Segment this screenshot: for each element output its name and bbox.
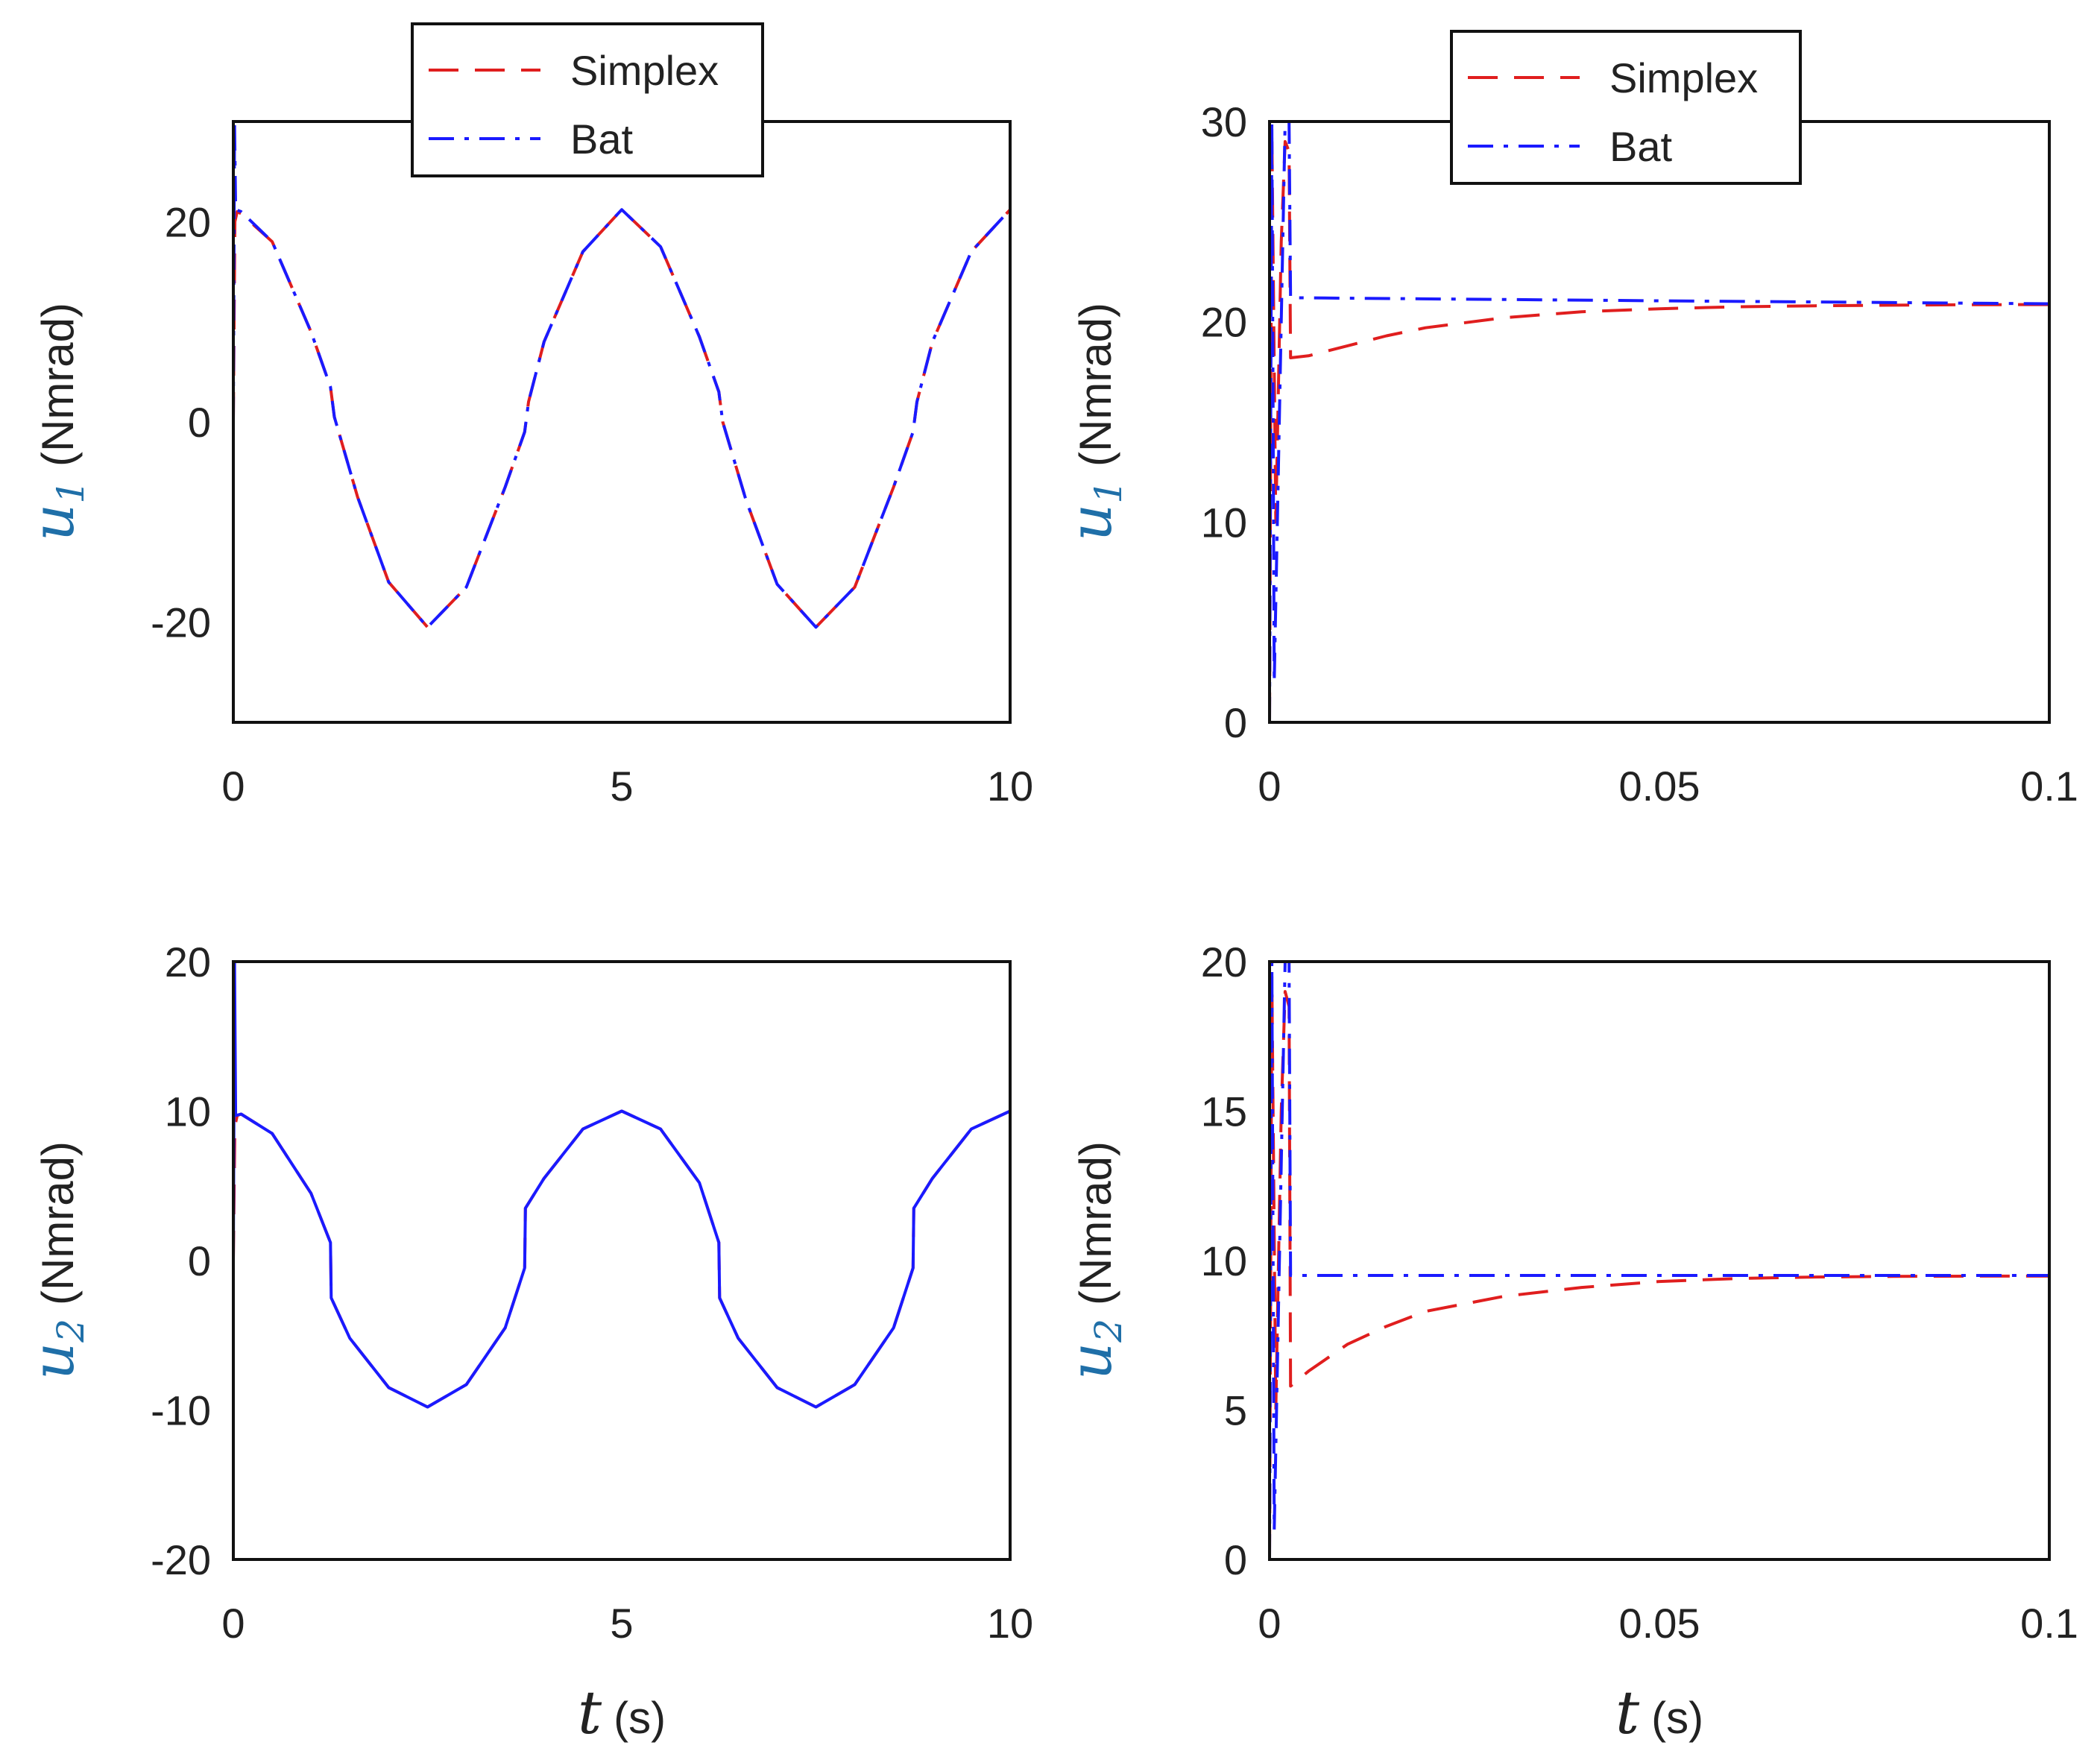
x-axis-label: t (s) xyxy=(1615,1678,1703,1747)
series-line-bat xyxy=(233,962,1010,1409)
y-axis-symbol: u xyxy=(1058,1343,1125,1380)
y-axis-label: u2(Nmrad) xyxy=(20,1141,92,1380)
x-tick-label: 10 xyxy=(987,763,1033,810)
chart-panel-u1-full: 0 5 10 -20 0 20 u1(Nmrad) Simplex Bat xyxy=(20,22,1033,810)
y-axis-label: u1(Nmrad) xyxy=(1058,303,1130,541)
series-line-bat xyxy=(1270,122,2049,722)
y-axis-symbol: u xyxy=(20,1343,87,1380)
plot-frame xyxy=(1268,120,2051,724)
y-axis-subscript: 2 xyxy=(49,1319,92,1343)
chart-panel-u2-zoom: 0 0.05 0.1 0 5 10 15 20 u2(Nmrad) t (s) xyxy=(1058,939,2078,1747)
x-tick-label: 0.1 xyxy=(2020,763,2078,810)
x-axis-symbol: t xyxy=(1615,1678,1640,1747)
legend: Simplex Bat xyxy=(1450,30,1802,185)
y-axis-subscript: 1 xyxy=(1087,480,1130,504)
y-tick-label: 20 xyxy=(1201,299,1247,346)
legend-label-bat: Bat xyxy=(570,116,633,163)
y-axis-subscript: 2 xyxy=(1087,1319,1130,1343)
x-tick-label: 0.05 xyxy=(1619,1600,1700,1647)
y-tick-label: 15 xyxy=(1201,1088,1247,1135)
x-tick-label: 0 xyxy=(1258,763,1281,810)
legend-label-simplex: Simplex xyxy=(1609,54,1758,101)
x-tick-label: 0 xyxy=(1258,1600,1281,1647)
y-tick-label: 20 xyxy=(1201,939,1247,985)
legend-label-simplex: Simplex xyxy=(570,47,719,94)
legend-box xyxy=(411,22,764,177)
y-tick-label: 0 xyxy=(188,399,211,446)
legend: Simplex Bat xyxy=(411,22,764,177)
y-tick-label: 0 xyxy=(1224,699,1247,746)
y-tick-label: -20 xyxy=(151,1536,211,1583)
y-axis-symbol: u xyxy=(1058,504,1125,541)
y-tick-label: 5 xyxy=(1224,1387,1247,1434)
y-tick-label: 20 xyxy=(165,198,211,245)
x-axis-symbol: t xyxy=(578,1678,602,1747)
series-line-simplex xyxy=(233,1109,1010,1409)
y-tick-label: 10 xyxy=(1201,499,1247,546)
series-line-bat xyxy=(1270,962,2049,1559)
x-tick-label: 10 xyxy=(987,1600,1033,1647)
y-tick-label: -20 xyxy=(151,599,211,646)
legend-box xyxy=(1450,30,1802,185)
x-tick-label: 5 xyxy=(610,763,633,810)
series-line-simplex xyxy=(1270,130,2049,722)
y-tick-label: 30 xyxy=(1201,98,1247,145)
y-tick-label: -10 xyxy=(151,1387,211,1434)
y-tick-label: 0 xyxy=(188,1237,211,1284)
chart-panel-u2-full: 0 5 10 -20 -10 0 10 20 u2(Nmrad) t (s) xyxy=(20,939,1033,1747)
x-tick-label: 0.1 xyxy=(2020,1600,2078,1647)
legend-label-bat: Bat xyxy=(1609,123,1672,170)
y-tick-label: 0 xyxy=(1224,1536,1247,1583)
plot-frame xyxy=(1268,960,2051,1561)
y-tick-label: 10 xyxy=(165,1088,211,1135)
y-axis-symbol: u xyxy=(20,504,87,541)
series-line-simplex xyxy=(1270,975,2049,1559)
y-axis-subscript: 1 xyxy=(49,480,92,504)
y-axis-label: u2(Nmrad) xyxy=(1058,1141,1130,1380)
x-tick-label: 0.05 xyxy=(1619,763,1700,810)
y-axis-label: u1(Nmrad) xyxy=(20,303,92,541)
y-tick-label: 10 xyxy=(1201,1237,1247,1284)
x-tick-label: 0 xyxy=(221,1600,245,1647)
x-axis-label: t (s) xyxy=(578,1678,666,1747)
series-line-simplex xyxy=(233,208,1010,629)
chart-panel-u1-zoom: 0 0.05 0.1 0 10 20 30 u1(Nmrad) Simplex Bat xyxy=(1058,30,2078,810)
series-line-bat xyxy=(233,122,1010,629)
x-tick-label: 0 xyxy=(221,763,245,810)
y-tick-label: 20 xyxy=(165,939,211,985)
plot-frame xyxy=(232,960,1012,1561)
x-tick-label: 5 xyxy=(610,1600,633,1647)
